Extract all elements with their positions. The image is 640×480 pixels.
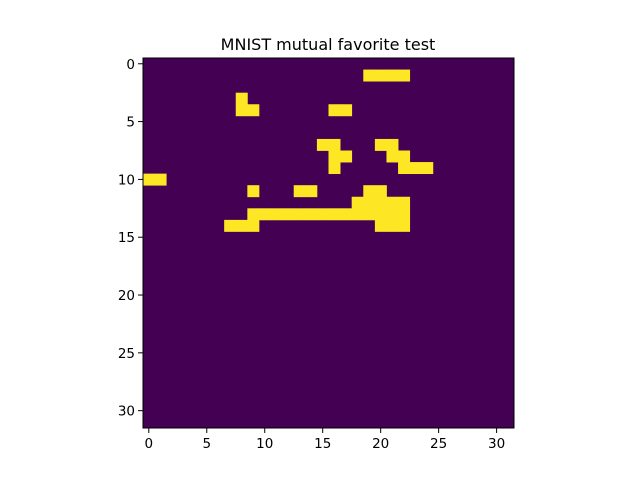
- heatmap-cell: [247, 104, 260, 117]
- heatmap-cell: [247, 208, 260, 221]
- heatmap-cell: [340, 150, 353, 163]
- heatmap-cell: [386, 196, 399, 209]
- heatmap-cells: [143, 58, 514, 428]
- heatmap-cell: [351, 208, 364, 221]
- heatmap-cell: [386, 219, 399, 232]
- heatmap-cell: [328, 150, 341, 163]
- x-tick-label: 10: [256, 436, 273, 452]
- heatmap-cell: [398, 150, 411, 163]
- heatmap-cell: [421, 162, 434, 175]
- heatmap-cell: [363, 69, 376, 82]
- heatmap-cell: [374, 138, 387, 151]
- heatmap-cell: [363, 208, 376, 221]
- heatmap-cell: [351, 196, 364, 209]
- heatmap-cell: [374, 208, 387, 221]
- heatmap-cell: [305, 185, 318, 198]
- heatmap-cell: [374, 69, 387, 82]
- heatmap-cell: [247, 219, 260, 232]
- y-tick-label: 20: [118, 288, 135, 304]
- heatmap-cell: [143, 173, 155, 186]
- y-tick-label: 0: [126, 57, 135, 73]
- heatmap-cell: [386, 138, 399, 151]
- y-tick-label: 10: [118, 172, 135, 188]
- heatmap-cell: [398, 69, 411, 82]
- plot-frame: [142, 57, 515, 429]
- heatmap-cell: [363, 196, 376, 209]
- heatmap-cell: [386, 150, 399, 163]
- x-tick-label: 15: [314, 436, 331, 452]
- y-tick-label: 5: [126, 115, 135, 131]
- x-tick-label: 5: [202, 436, 211, 452]
- heatmap-cell: [235, 92, 248, 105]
- heatmap-cell: [374, 196, 387, 209]
- x-tick-label: 30: [488, 436, 505, 452]
- heatmap-cell: [328, 162, 341, 175]
- heatmap-cell: [235, 104, 248, 117]
- heatmap-cell: [398, 196, 411, 209]
- heatmap-cell: [305, 208, 318, 221]
- x-tick-label: 25: [430, 436, 447, 452]
- x-axis: 0 5 10 15 20 25 30: [145, 428, 505, 452]
- heatmap-cell: [224, 219, 237, 232]
- heatmap-cell: [235, 219, 248, 232]
- heatmap-cell: [247, 185, 260, 198]
- heatmap-cell: [386, 69, 399, 82]
- heatmap-cell: [293, 185, 306, 198]
- y-tick-label: 15: [118, 230, 135, 246]
- y-tick-label: 30: [118, 404, 135, 420]
- heatmap-cell: [154, 173, 167, 186]
- heatmap-cell: [398, 219, 411, 232]
- heatmap-cell: [340, 208, 353, 221]
- heatmap-cell: [398, 208, 411, 221]
- heatmap-background: [143, 58, 514, 428]
- heatmap-cell: [409, 162, 422, 175]
- heatmap-cell: [316, 138, 329, 151]
- heatmap-cell: [374, 219, 387, 232]
- heatmap-cell: [386, 208, 399, 221]
- heatmap-cell: [363, 185, 376, 198]
- heatmap-cell: [328, 138, 341, 151]
- heatmap-cell: [398, 162, 411, 175]
- heatmap-cell: [293, 208, 306, 221]
- y-tick-label: 25: [118, 346, 135, 362]
- x-tick-label: 0: [145, 436, 154, 452]
- heatmap-cell: [270, 208, 283, 221]
- heatmap-cell: [282, 208, 295, 221]
- chart-title: MNIST mutual favorite test: [221, 35, 436, 54]
- y-axis: 0 5 10 15 20 25 30: [118, 57, 143, 420]
- heatmap-cell: [258, 208, 271, 221]
- heatmap-cell: [316, 208, 329, 221]
- heatmap-cell: [340, 104, 353, 117]
- x-tick-label: 20: [372, 436, 389, 452]
- heatmap-cell: [374, 185, 387, 198]
- heatmap-cell: [328, 104, 341, 117]
- heatmap-cell: [328, 208, 341, 221]
